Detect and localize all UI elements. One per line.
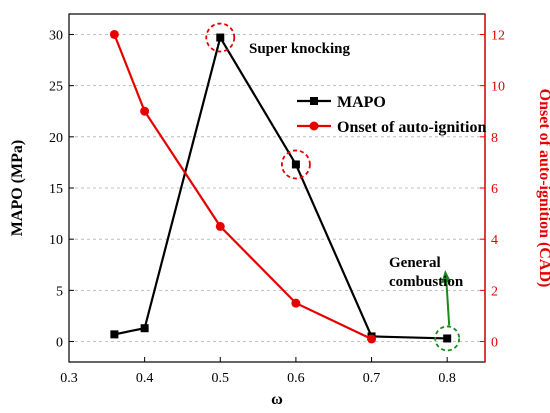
- y-right-tick-label: 2: [491, 284, 498, 299]
- data-point-mapo: [140, 324, 149, 333]
- annotation-general-combustion-line1: General: [389, 255, 441, 271]
- y-right-tick-label: 0: [491, 336, 498, 351]
- y-left-tick-label: 0: [56, 336, 63, 351]
- y-left-tick-label: 30: [49, 28, 63, 43]
- data-point-auto-ignition: [140, 106, 150, 116]
- data-point-mapo: [291, 160, 300, 169]
- y-left-tick-label: 20: [49, 131, 63, 146]
- highlight-circle-general-combustion: [434, 325, 461, 352]
- y-left-tick-label: 25: [49, 80, 63, 95]
- y-left-tick-label: 5: [56, 284, 63, 299]
- data-point-auto-ignition: [367, 334, 377, 344]
- arrow-shaft: [445, 277, 451, 326]
- legend: MAPO Onset of auto-ignition: [297, 94, 486, 136]
- series-line-mapo: [114, 34, 448, 340]
- legend-marker-square: [310, 97, 318, 105]
- annotation-super-knocking: Super knocking: [249, 41, 351, 57]
- arrow-head: [441, 270, 452, 283]
- x-tick-label: 0.7: [363, 371, 381, 386]
- x-tick-label: 0.5: [212, 371, 230, 386]
- y-right-tick-label: 10: [491, 80, 505, 95]
- y-left-tick-label: 10: [49, 233, 63, 248]
- data-point-auto-ignition: [291, 298, 301, 308]
- series: [109, 29, 452, 344]
- x-tick-label: 0.8: [438, 371, 456, 386]
- y-right-tick-label: 8: [491, 131, 498, 146]
- legend-marker-circle: [309, 121, 319, 131]
- annotations: Super knocking General combustion: [205, 22, 464, 352]
- data-point-auto-ignition: [109, 29, 119, 39]
- y-right-tick-label: 12: [491, 28, 505, 43]
- x-tick-label: 0.4: [136, 371, 154, 386]
- legend-label: MAPO: [337, 94, 386, 111]
- axes: 0.3 0.4 0.5 0.6 0.7 0.8 0 5 10 15 20 25 30 0 2 4 6 8 10 12: [49, 14, 505, 386]
- y-left-tick-label: 15: [49, 182, 63, 197]
- y-right-tick-label: 4: [491, 233, 498, 248]
- data-point-mapo: [110, 330, 119, 339]
- x-tick-label: 0.6: [287, 371, 305, 386]
- data-point-mapo: [216, 33, 225, 42]
- highlight-circle-super-knocking: [205, 22, 236, 53]
- y-right-tick-label: 6: [491, 182, 498, 197]
- annotation-general-combustion-line2: combustion: [389, 274, 464, 290]
- x-axis-title: ω: [271, 391, 283, 408]
- data-point-mapo: [443, 334, 452, 343]
- y-axis-left-title: MAPO (MPa): [9, 140, 26, 236]
- y-axis-right-title: Onset of auto-ignition (CAD): [536, 89, 550, 288]
- x-tick-label: 0.3: [60, 371, 78, 386]
- highlight-circle-mapo-0-6: [281, 149, 311, 180]
- data-point-auto-ignition: [215, 221, 225, 231]
- legend-label: Onset of auto-ignition: [337, 119, 486, 136]
